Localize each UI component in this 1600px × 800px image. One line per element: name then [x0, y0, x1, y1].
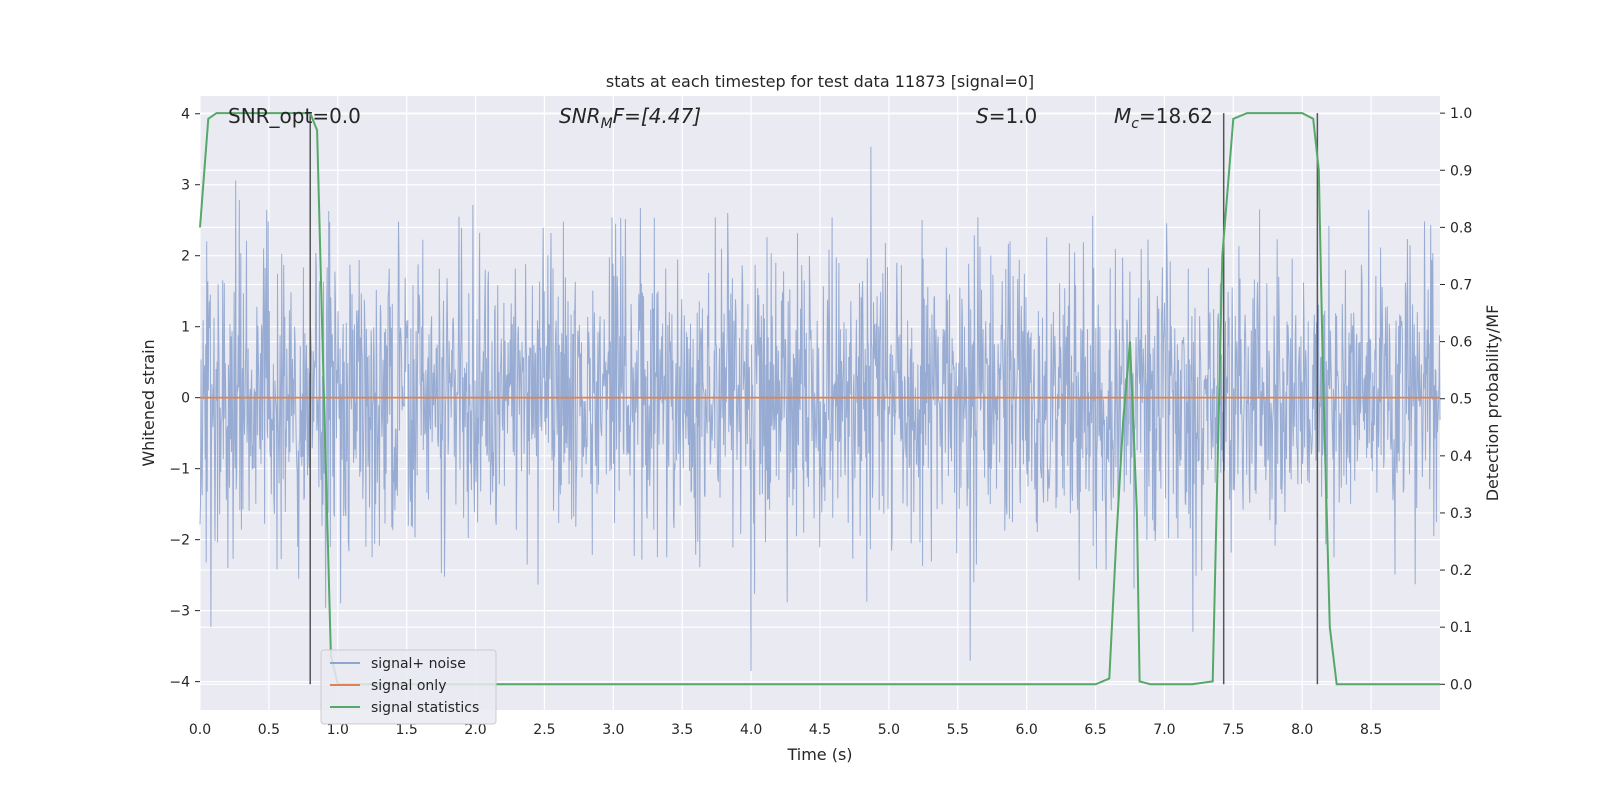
x-tick-label: 7.5 [1222, 722, 1244, 738]
statistics-trace [199, 112, 1440, 686]
y2-tick-label: 0.6 [1450, 335, 1472, 351]
annotation-mc-main: M [1114, 104, 1131, 128]
x-tick-label: 2.5 [533, 722, 555, 738]
legend-box [320, 649, 497, 725]
x-axis-label: Time (s) [786, 745, 852, 764]
x-tick-label: 2.0 [464, 722, 486, 738]
x-tick-label: 0.5 [258, 722, 280, 738]
x-tick-label: 5.5 [947, 722, 969, 738]
x-tick-label: 3.5 [671, 722, 693, 738]
annotation-snr-mf: SNRMF=[4.47] [559, 104, 701, 132]
annotation-snr-mf-main: SNR [559, 104, 601, 128]
y-tick-label: 4 [181, 107, 190, 123]
x-tick-label: 1.0 [327, 722, 349, 738]
noise-trace [199, 146, 1441, 672]
series-signal-statistics [199, 112, 1440, 686]
annotation-mc: Mc=18.62 [1114, 104, 1213, 132]
x-tick-label: 4.0 [740, 722, 762, 738]
annotation-s-main: S [976, 104, 989, 128]
y2-tick-label: 0.1 [1450, 620, 1472, 636]
y2-tick-label: 0.4 [1450, 449, 1472, 465]
y2-tick-label: 0.7 [1450, 277, 1472, 293]
y2-tick-label: 0.2 [1450, 563, 1472, 579]
legend: signal+ noise signal only signal statist… [320, 649, 497, 725]
y2-tick-label: 0.0 [1450, 677, 1472, 693]
x-tick-label: 6.0 [1016, 722, 1038, 738]
x-tick-label: 4.5 [809, 722, 831, 738]
y2-tick-label: 0.9 [1450, 163, 1472, 179]
annotation-mc-sub: c [1131, 116, 1139, 132]
y-tick-label: 0 [181, 391, 190, 407]
x-tick-label: 6.5 [1084, 722, 1106, 738]
x-tick-label: 3.0 [602, 722, 624, 738]
y2-tick-label: 0.3 [1450, 506, 1472, 522]
y2-tick-label: 0.5 [1450, 392, 1472, 408]
series-signal-noise [199, 146, 1441, 672]
y-tick-label: −1 [169, 462, 190, 478]
y-tick-label: 3 [181, 178, 190, 194]
x-tick-label: 1.5 [396, 722, 418, 738]
x-tick-label: 5.0 [878, 722, 900, 738]
y-tick-label: −2 [169, 533, 190, 549]
y2-axis-label: Detection probability/MF [1483, 305, 1502, 502]
y-tick-label: 2 [181, 249, 190, 265]
x-tick-label: 8.5 [1360, 722, 1382, 738]
y-axis-label: Whitened strain [139, 339, 158, 466]
legend-label-signal: signal only [371, 678, 446, 694]
annotation-snr-mf-sub: M [601, 116, 613, 132]
annotation-snr-mf-rest: F=[4.47] [613, 104, 701, 128]
annotation-s-rest: =1.0 [989, 104, 1038, 128]
legend-label-stats: signal statistics [371, 700, 479, 716]
vertical-markers [309, 113, 1319, 685]
annotation-snr-opt: SNR_opt=0.0 [228, 104, 361, 128]
y2-tick-label: 1.0 [1450, 106, 1472, 122]
x-tick-label: 0.0 [189, 722, 211, 738]
annotation-mc-rest: =18.62 [1139, 104, 1213, 128]
tick-labels: 0.0 0.5 1.0 1.5 2.0 2.5 3.0 3.5 4.0 4.5 5.0 5.5 6.0 6… [169, 106, 1472, 738]
legend-label-noise: signal+ noise [371, 656, 466, 672]
y-tick-label: −4 [169, 675, 190, 691]
x-tick-label: 8.0 [1291, 722, 1313, 738]
x-tick-label: 7.0 [1153, 722, 1175, 738]
annotation-s: S=1.0 [976, 104, 1037, 128]
y-tick-label: −3 [169, 604, 190, 620]
y2-tick-label: 0.8 [1450, 220, 1472, 236]
chart-title: stats at each timestep for test data 118… [606, 72, 1034, 91]
y-tick-label: 1 [181, 320, 190, 336]
